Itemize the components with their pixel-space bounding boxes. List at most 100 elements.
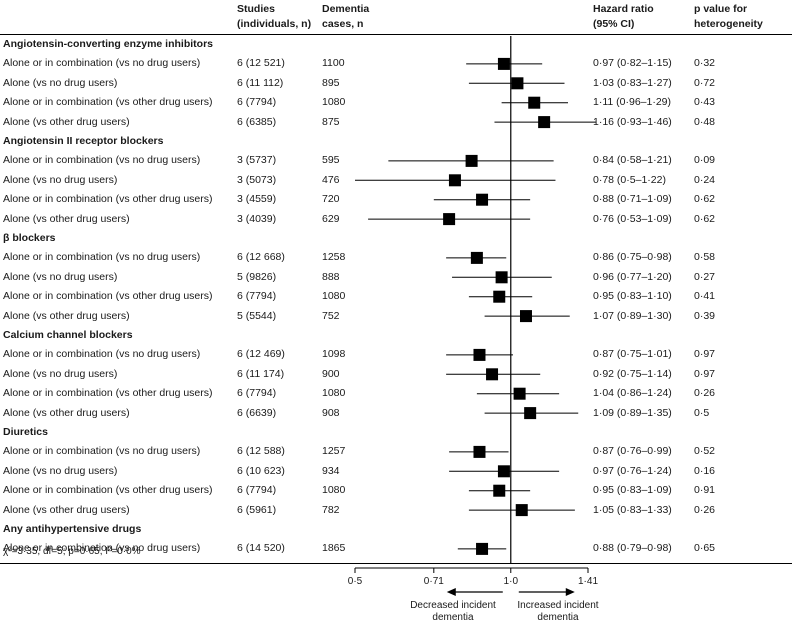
row-hazard-ratio: 1·11 (0·96–1·29) xyxy=(593,96,672,109)
row-label: Alone (vs no drug users) xyxy=(3,367,118,380)
row-hazard-ratio: 0·88 (0·79–0·98) xyxy=(593,542,672,555)
table-row: Alone (vs other drug users) 5 (5544) 752 1·… xyxy=(0,307,792,326)
table-row: Alone or in combination (vs no drug user… xyxy=(0,539,792,558)
row-studies: 5 (5544) xyxy=(237,309,277,322)
point-estimate xyxy=(486,368,499,381)
row-p-value: 0·09 xyxy=(694,154,716,167)
point-estimate xyxy=(473,348,486,361)
bottom-rule xyxy=(0,563,792,564)
group-name: Diuretics xyxy=(3,426,48,438)
row-p-value: 0·97 xyxy=(694,367,716,380)
heterogeneity-footnote: χ²=3·35, df=5; p=0·65, I²=0·0% xyxy=(3,546,141,557)
table-row: Alone (vs no drug users) 3 (5073) 476 0·78 … xyxy=(0,171,792,190)
point-estimate xyxy=(513,387,526,400)
row-cases: 629 xyxy=(322,212,340,225)
row-studies: 6 (7794) xyxy=(237,484,277,497)
row-cases: 1080 xyxy=(322,484,346,497)
x-tick-label: 1·41 xyxy=(578,576,598,587)
legend-increased: Increased incident dementia xyxy=(517,600,599,623)
row-p-value: 0·5 xyxy=(694,406,710,419)
row-p-value: 0·26 xyxy=(694,503,716,516)
row-p-value: 0·26 xyxy=(694,387,716,400)
table-row: Alone or in combination (vs other drug u… xyxy=(0,287,792,306)
table-row: Alone or in combination (vs no drug user… xyxy=(0,345,792,364)
row-hazard-ratio: 1·03 (0·83–1·27) xyxy=(593,76,672,89)
row-p-value: 0·97 xyxy=(694,348,716,361)
point-estimate xyxy=(524,407,537,420)
point-estimate xyxy=(495,271,508,284)
row-label: Alone or in combination (vs no drug user… xyxy=(3,57,201,70)
point-estimate xyxy=(515,504,528,517)
arrow-right-head xyxy=(565,588,575,596)
row-cases: 1080 xyxy=(322,290,346,303)
table-row: Alone or in combination (vs other drug u… xyxy=(0,93,792,112)
row-studies: 5 (9826) xyxy=(237,270,277,283)
row-studies: 6 (6639) xyxy=(237,406,277,419)
table-row: Alone or in combination (vs other drug u… xyxy=(0,190,792,209)
row-studies: 3 (5737) xyxy=(237,154,277,167)
row-p-value: 0·58 xyxy=(694,251,716,264)
table-row: Alone or in combination (vs no drug user… xyxy=(0,151,792,170)
row-studies: 6 (14 520) xyxy=(237,542,285,555)
row-studies: 6 (12 521) xyxy=(237,57,285,70)
row-p-value: 0·27 xyxy=(694,270,716,283)
point-estimate xyxy=(473,445,486,458)
row-cases: 1080 xyxy=(322,387,346,400)
group-heading: Angiotensin-converting enzyme inhibitors xyxy=(0,35,792,54)
row-hazard-ratio: 0·78 (0·5–1·22) xyxy=(593,173,666,186)
row-hazard-ratio: 0·95 (0·83–1·10) xyxy=(593,290,672,303)
row-label: Alone (vs other drug users) xyxy=(3,212,130,225)
row-cases: 720 xyxy=(322,193,340,206)
row-p-value: 0·16 xyxy=(694,464,716,477)
row-hazard-ratio: 0·76 (0·53–1·09) xyxy=(593,212,672,225)
row-label: Alone or in combination (vs other drug u… xyxy=(3,193,213,206)
row-studies: 6 (12 668) xyxy=(237,251,285,264)
row-hazard-ratio: 0·88 (0·71–1·09) xyxy=(593,193,672,206)
row-cases: 908 xyxy=(322,406,340,419)
header-p-value: p value for heterogeneity xyxy=(694,3,763,30)
row-hazard-ratio: 0·95 (0·83–1·09) xyxy=(593,484,672,497)
row-cases: 1080 xyxy=(322,96,346,109)
row-label: Alone (vs other drug users) xyxy=(3,406,130,419)
x-tick-label: 0·71 xyxy=(424,576,444,587)
x-tick-label: 0·5 xyxy=(348,576,363,587)
row-studies: 6 (11 174) xyxy=(237,367,285,380)
point-estimate xyxy=(528,96,541,109)
point-estimate xyxy=(538,116,551,129)
point-estimate xyxy=(465,154,478,167)
row-label: Alone (vs no drug users) xyxy=(3,76,118,89)
row-p-value: 0·91 xyxy=(694,484,716,497)
table-row: Alone (vs other drug users) 6 (6385) 875 1·… xyxy=(0,113,792,132)
header-studies: Studies (individuals, n) xyxy=(237,3,312,30)
row-label: Alone (vs other drug users) xyxy=(3,115,130,128)
row-hazard-ratio: 1·07 (0·89–1·30) xyxy=(593,309,672,322)
row-cases: 1258 xyxy=(322,251,346,264)
table-row: Alone or in combination (vs other drug u… xyxy=(0,384,792,403)
row-cases: 888 xyxy=(322,270,340,283)
row-studies: 6 (10 623) xyxy=(237,464,285,477)
header-hazard-ratio: Hazard ratio (95% CI) xyxy=(593,3,654,30)
row-cases: 595 xyxy=(322,154,340,167)
point-estimate xyxy=(497,57,510,70)
row-studies: 3 (4559) xyxy=(237,193,277,206)
row-label: Alone (vs no drug users) xyxy=(3,270,118,283)
table-row: Alone (vs no drug users) 6 (11 112) 895 1·0… xyxy=(0,74,792,93)
row-p-value: 0·65 xyxy=(694,542,716,555)
row-label: Alone or in combination (vs no drug user… xyxy=(3,542,201,555)
row-label: Alone (vs no drug users) xyxy=(3,464,118,477)
row-cases: 1098 xyxy=(322,348,346,361)
row-cases: 1257 xyxy=(322,445,346,458)
row-studies: 6 (12 469) xyxy=(237,348,285,361)
point-estimate xyxy=(448,174,461,187)
row-cases: 1100 xyxy=(322,57,345,70)
group-name: Any antihypertensive drugs xyxy=(3,523,142,535)
point-estimate xyxy=(476,193,489,206)
row-p-value: 0·39 xyxy=(694,309,716,322)
row-label: Alone or in combination (vs other drug u… xyxy=(3,290,213,303)
row-cases: 934 xyxy=(322,464,340,477)
header-rule xyxy=(0,34,792,35)
row-p-value: 0·72 xyxy=(694,76,716,89)
row-studies: 3 (4039) xyxy=(237,212,277,225)
table-row: Alone (vs no drug users) 5 (9826) 888 0·96 … xyxy=(0,268,792,287)
row-cases: 782 xyxy=(322,503,340,516)
